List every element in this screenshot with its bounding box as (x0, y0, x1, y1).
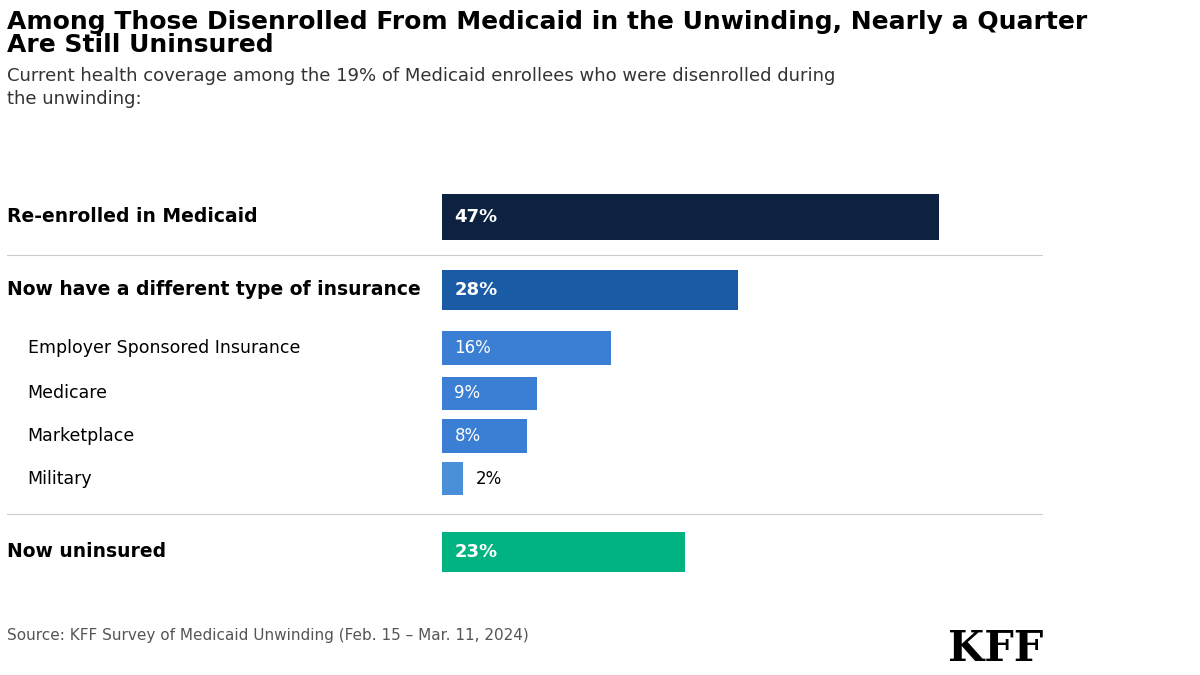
Bar (442, 331, 611, 364)
Text: 16%: 16% (455, 339, 491, 357)
Text: Now have a different type of insurance: Now have a different type of insurance (7, 281, 421, 300)
Text: 9%: 9% (455, 385, 480, 402)
Bar (442, 194, 938, 240)
Text: Now uninsured: Now uninsured (7, 542, 166, 561)
Text: 47%: 47% (455, 208, 498, 226)
Text: 23%: 23% (455, 543, 498, 561)
Bar (442, 270, 738, 310)
Bar (442, 419, 527, 453)
Text: Re-enrolled in Medicaid: Re-enrolled in Medicaid (7, 207, 258, 226)
Bar (442, 462, 463, 495)
Text: Medicare: Medicare (28, 385, 108, 402)
Text: KFF: KFF (948, 628, 1043, 670)
Text: 28%: 28% (455, 281, 498, 299)
Text: 8%: 8% (455, 427, 480, 445)
Text: 2%: 2% (475, 470, 502, 488)
Bar (442, 532, 685, 572)
Text: Military: Military (28, 470, 92, 488)
Bar (442, 377, 538, 410)
Text: Employer Sponsored Insurance: Employer Sponsored Insurance (28, 339, 300, 357)
Text: Current health coverage among the 19% of Medicaid enrollees who were disenrolled: Current health coverage among the 19% of… (7, 67, 835, 108)
Text: Among Those Disenrolled From Medicaid in the Unwinding, Nearly a Quarter: Among Those Disenrolled From Medicaid in… (7, 10, 1087, 34)
Text: Source: KFF Survey of Medicaid Unwinding (Feb. 15 – Mar. 11, 2024): Source: KFF Survey of Medicaid Unwinding… (7, 628, 529, 643)
Text: Are Still Uninsured: Are Still Uninsured (7, 33, 274, 57)
Text: Marketplace: Marketplace (28, 427, 134, 445)
